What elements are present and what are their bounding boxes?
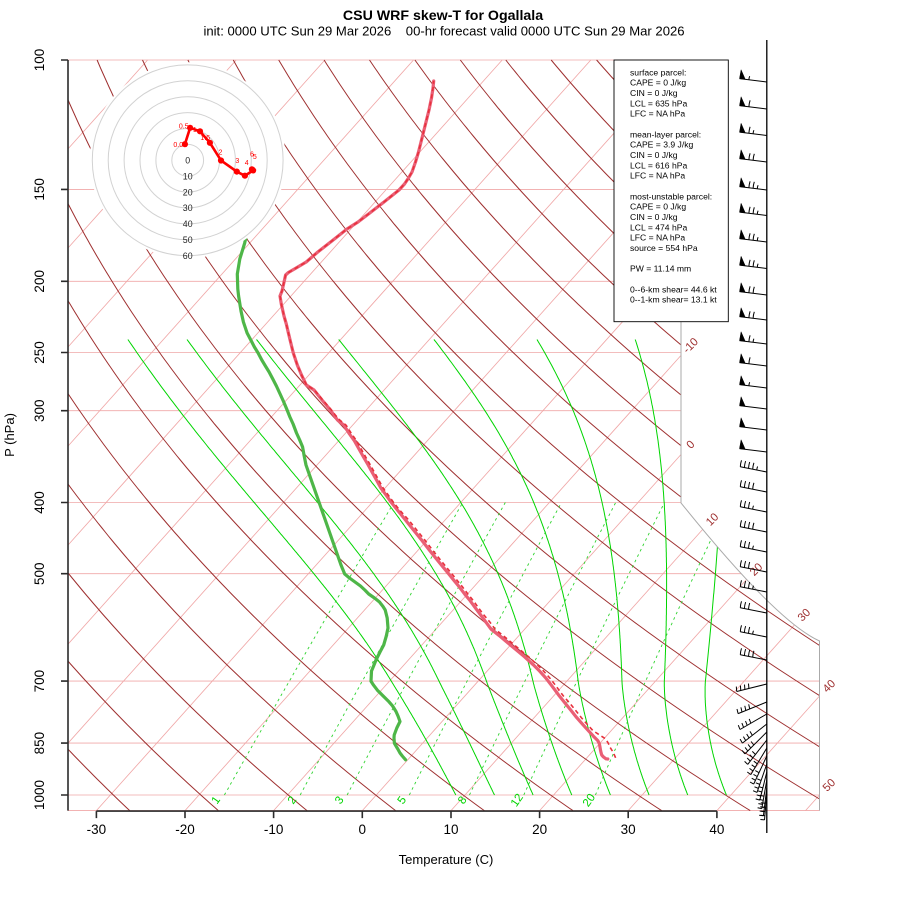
svg-text:LCL = 474 hPa: LCL = 474 hPa: [630, 222, 687, 232]
svg-text:surface parcel:: surface parcel:: [630, 67, 686, 77]
svg-text:init: 0000 UTC Sun 29 Mar 2026: init: 0000 UTC Sun 29 Mar 2026 00-hr for…: [203, 24, 684, 39]
svg-text:CIN = 0 J/kg: CIN = 0 J/kg: [630, 88, 678, 98]
svg-text:5: 5: [253, 154, 257, 161]
svg-text:10: 10: [443, 822, 458, 837]
svg-text:400: 400: [32, 491, 47, 514]
svg-text:LFC = NA hPa: LFC = NA hPa: [630, 233, 685, 243]
svg-text:1.5: 1.5: [200, 135, 210, 142]
svg-text:-10: -10: [264, 822, 284, 837]
svg-text:300: 300: [32, 399, 47, 422]
svg-text:0.5: 0.5: [179, 123, 189, 130]
svg-text:40: 40: [183, 219, 193, 229]
svg-text:850: 850: [32, 732, 47, 755]
svg-text:0--6-km shear= 44.6 kt: 0--6-km shear= 44.6 kt: [630, 284, 717, 294]
svg-text:mean-layer parcel:: mean-layer parcel:: [630, 129, 701, 139]
svg-text:0: 0: [185, 156, 190, 166]
svg-text:2: 2: [218, 150, 222, 157]
svg-text:4: 4: [245, 160, 249, 167]
svg-text:10: 10: [183, 171, 193, 181]
svg-text:50: 50: [183, 235, 193, 245]
svg-text:100: 100: [32, 49, 47, 72]
svg-text:CIN = 0 J/kg: CIN = 0 J/kg: [630, 150, 678, 160]
svg-text:30: 30: [621, 822, 636, 837]
svg-text:20: 20: [183, 187, 193, 197]
svg-text:CAPE = 3.9 J/kg: CAPE = 3.9 J/kg: [630, 140, 694, 150]
svg-text:500: 500: [32, 562, 47, 585]
svg-text:30: 30: [183, 203, 193, 213]
svg-text:40: 40: [709, 822, 724, 837]
svg-text:20: 20: [532, 822, 547, 837]
svg-text:150: 150: [32, 178, 47, 201]
svg-text:250: 250: [32, 341, 47, 364]
svg-text:PW = 11.14 mm: PW = 11.14 mm: [630, 264, 691, 274]
svg-text:LFC = NA hPa: LFC = NA hPa: [630, 171, 685, 181]
svg-text:Temperature (C): Temperature (C): [399, 852, 494, 867]
svg-text:1: 1: [193, 127, 197, 134]
svg-text:source = 554 hPa: source = 554 hPa: [630, 243, 698, 253]
svg-text:200: 200: [32, 270, 47, 293]
svg-text:most-unstable parcel:: most-unstable parcel:: [630, 191, 712, 201]
svg-text:-20: -20: [175, 822, 195, 837]
svg-text:6: 6: [250, 151, 254, 158]
svg-text:CIN = 0 J/kg: CIN = 0 J/kg: [630, 212, 678, 222]
svg-text:P (hPa): P (hPa): [2, 413, 17, 457]
svg-text:LCL = 616 hPa: LCL = 616 hPa: [630, 160, 687, 170]
svg-text:60: 60: [183, 251, 193, 261]
svg-text:CSU WRF skew-T for Ogallala: CSU WRF skew-T for Ogallala: [343, 8, 543, 24]
svg-text:LCL = 635 hPa: LCL = 635 hPa: [630, 98, 687, 108]
svg-text:0--1-km shear= 13.1 kt: 0--1-km shear= 13.1 kt: [630, 295, 717, 305]
svg-text:CAPE = 0 J/kg: CAPE = 0 J/kg: [630, 202, 686, 212]
svg-text:700: 700: [32, 670, 47, 693]
svg-text:-30: -30: [87, 822, 107, 837]
svg-text:CAPE = 0 J/kg: CAPE = 0 J/kg: [630, 78, 686, 88]
svg-text:3: 3: [235, 158, 239, 165]
svg-text:0: 0: [359, 822, 367, 837]
svg-text:LFC = NA hPa: LFC = NA hPa: [630, 109, 685, 119]
svg-text:1000: 1000: [32, 780, 47, 810]
svg-text:0.01: 0.01: [173, 142, 187, 149]
